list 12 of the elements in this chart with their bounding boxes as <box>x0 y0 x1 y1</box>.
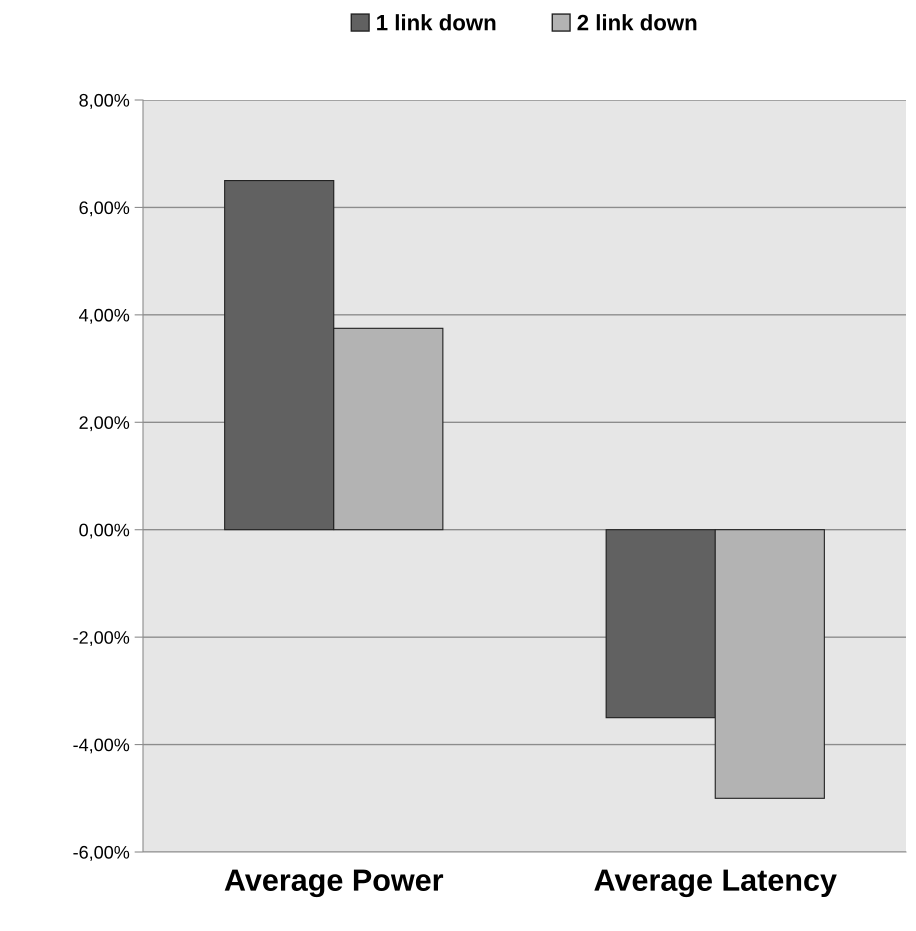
x-tick-label: Average Power <box>224 870 444 898</box>
legend-label: 1 link down <box>377 14 496 30</box>
y-tick-label: -6,00% <box>73 846 130 861</box>
y-tick-label: 4,00% <box>79 308 130 324</box>
y-tick-label: -4,00% <box>73 738 130 754</box>
x-tick-label: Average Latency <box>594 870 837 898</box>
y-tick-label: 2,00% <box>80 416 130 432</box>
y-tick-label: 0,00% <box>79 524 130 539</box>
y-tick-label: 6,00% <box>80 201 130 216</box>
y-tick-label: 8,00% <box>79 94 130 109</box>
legend-label: 2 link down <box>577 14 696 30</box>
y-tick-label: -2,00% <box>73 631 130 646</box>
